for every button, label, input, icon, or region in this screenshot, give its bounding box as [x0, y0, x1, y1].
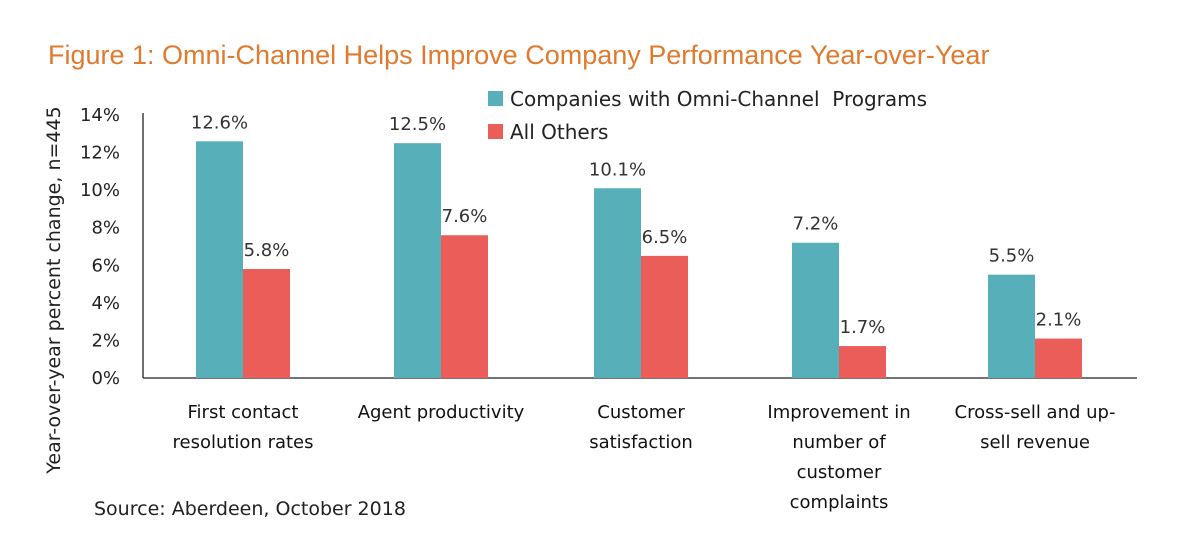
- legend-swatch-omni-channel: [488, 91, 503, 106]
- legend-label-all-others: All Others: [510, 119, 609, 144]
- data-label: 2.1%: [1036, 310, 1082, 331]
- y-tick-label: 8%: [91, 218, 120, 239]
- data-label: 6.5%: [642, 227, 688, 248]
- legend-item-all-others: All Others: [488, 115, 927, 148]
- legend-label-omni-channel: Companies with Omni-Channel Programs: [510, 86, 928, 111]
- bar-all-others: [839, 346, 886, 378]
- data-label: 1.7%: [840, 317, 886, 338]
- x-category-label-line: number of: [792, 432, 886, 453]
- y-tick-label: 10%: [80, 180, 120, 201]
- data-label: 7.6%: [442, 206, 488, 227]
- bar-all-others: [1035, 338, 1082, 378]
- y-tick-label: 0%: [91, 368, 120, 389]
- x-category-label-line: Cross-sell and up-: [955, 402, 1116, 423]
- bar-omni-channel: [792, 242, 839, 378]
- data-label: 7.2%: [793, 214, 839, 235]
- data-label: 12.6%: [191, 112, 248, 133]
- x-category-label-line: sell revenue: [980, 432, 1090, 453]
- x-category-label: Improvement in number of customer complaint…: [767, 402, 910, 513]
- y-tick-label: 14%: [80, 105, 120, 126]
- x-category-label-line: satisfaction: [589, 432, 693, 453]
- bar-all-others: [641, 255, 688, 378]
- x-category-label-line: customer: [797, 462, 882, 483]
- x-category-label-line: First contact: [188, 402, 299, 423]
- y-tick-label: 4%: [91, 293, 120, 314]
- bar-omni-channel: [196, 141, 243, 378]
- data-label: 10.1%: [589, 159, 646, 180]
- bar-omni-channel: [394, 143, 441, 378]
- y-tick-label: 12%: [80, 143, 120, 164]
- x-category-label: Cross-sell and up-sell revenue: [955, 402, 1116, 453]
- data-label: 5.5%: [989, 246, 1035, 267]
- x-category-label-line: Improvement in: [767, 402, 910, 423]
- bar-all-others: [441, 235, 488, 378]
- x-category-label-line: complaints: [790, 492, 889, 513]
- y-tick-label: 6%: [91, 255, 120, 276]
- x-category-label-line: Agent productivity: [358, 402, 525, 423]
- legend: Companies with Omni-Channel Programs All…: [488, 82, 927, 148]
- x-category-label: Agent productivity: [358, 402, 525, 423]
- x-category-label: Customer satisfaction: [589, 402, 693, 453]
- bar-all-others: [243, 269, 290, 378]
- bar-omni-channel: [594, 188, 641, 378]
- chart-title: Figure 1: Omni-Channel Helps Improve Com…: [48, 40, 990, 70]
- bar-omni-channel: [988, 274, 1035, 378]
- legend-swatch-all-others: [488, 124, 503, 139]
- y-tick-label: 2%: [91, 330, 120, 351]
- data-label: 12.5%: [389, 114, 446, 135]
- data-label: 5.8%: [244, 240, 290, 261]
- x-category-label-line: Customer: [597, 402, 685, 423]
- legend-item-omni-channel: Companies with Omni-Channel Programs: [488, 82, 927, 115]
- source-note: Source: Aberdeen, October 2018: [94, 498, 406, 520]
- x-category-label-line: resolution rates: [172, 432, 313, 453]
- x-category-label: First contact resolution rates: [172, 402, 313, 453]
